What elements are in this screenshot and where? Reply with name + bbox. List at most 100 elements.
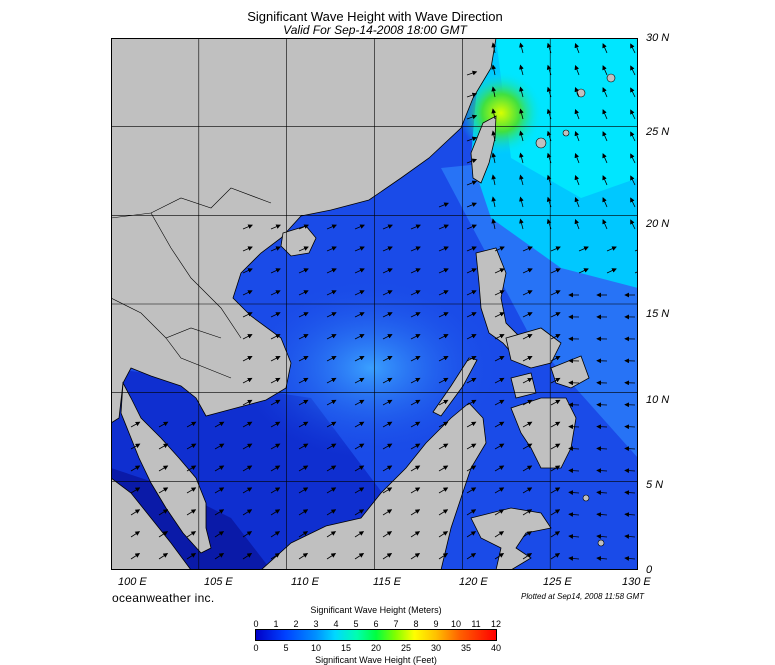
wave-direction-arrow xyxy=(466,443,477,450)
wave-direction-arrow xyxy=(214,553,225,560)
wave-direction-arrow xyxy=(466,114,478,120)
lat-label-0: 0 xyxy=(646,564,653,576)
wave-direction-arrow xyxy=(519,86,524,98)
wave-direction-arrow xyxy=(438,399,449,406)
wave-direction-arrow xyxy=(158,509,169,516)
wave-direction-arrow xyxy=(438,334,449,340)
wave-direction-arrow xyxy=(298,312,309,318)
wave-direction-arrow xyxy=(550,290,561,296)
wave-direction-arrow xyxy=(438,268,449,274)
wave-direction-arrow xyxy=(602,131,608,142)
wave-direction-arrow xyxy=(574,196,580,208)
wave-direction-arrow xyxy=(242,334,253,340)
wave-direction-arrow xyxy=(568,512,580,517)
wave-direction-arrow xyxy=(466,92,478,98)
wave-direction-arrow xyxy=(270,509,281,516)
wave-direction-arrow xyxy=(242,487,253,494)
wave-direction-arrow xyxy=(354,465,365,472)
wave-direction-arrow xyxy=(574,174,580,186)
wave-direction-arrow xyxy=(494,443,505,450)
wave-direction-arrow xyxy=(130,421,141,428)
wave-direction-arrow xyxy=(519,108,524,120)
wave-direction-arrow xyxy=(270,268,281,274)
wave-direction-arrow xyxy=(382,334,393,340)
wave-direction-arrow xyxy=(410,443,421,450)
wave-direction-arrow xyxy=(630,197,636,208)
wave-direction-arrow xyxy=(298,377,309,384)
wave-direction-arrow xyxy=(466,509,477,516)
lon-label-120e: 120 E xyxy=(459,576,488,588)
feet-tick-label: 35 xyxy=(460,643,472,653)
wave-direction-arrow xyxy=(522,334,533,340)
wave-direction-arrow xyxy=(326,334,337,340)
wave-direction-arrow xyxy=(158,465,169,472)
wave-direction-arrow xyxy=(602,43,608,54)
wave-direction-arrow xyxy=(519,174,524,186)
wave-direction-arrow xyxy=(630,153,636,164)
wave-direction-arrow xyxy=(326,487,337,494)
land-islet xyxy=(597,539,605,547)
wave-direction-arrow xyxy=(438,224,449,230)
plotted-timestamp: Plotted at Sep14, 2008 11:58 GMT xyxy=(521,592,645,601)
wave-direction-arrow xyxy=(326,553,337,560)
wave-direction-arrow xyxy=(410,465,421,472)
wave-direction-arrow xyxy=(242,356,253,362)
wave-direction-arrow xyxy=(438,246,449,252)
wave-direction-arrow xyxy=(568,556,580,561)
wave-direction-arrow xyxy=(354,399,365,406)
wave-direction-arrow xyxy=(298,531,309,538)
wave-direction-arrow xyxy=(624,512,636,517)
scale-title-feet: Significant Wave Height (Feet) xyxy=(315,655,437,665)
land-borneo xyxy=(260,402,487,570)
wave-direction-arrow xyxy=(130,553,141,560)
meter-tick-label: 3 xyxy=(313,619,319,629)
wave-direction-arrow xyxy=(130,443,141,450)
wave-direction-arrow xyxy=(494,399,505,406)
wave-direction-arrow xyxy=(550,421,561,428)
wave-direction-arrow xyxy=(326,531,337,538)
wave-direction-arrow xyxy=(494,356,505,362)
wave-direction-arrow xyxy=(242,509,253,516)
wave-direction-arrow xyxy=(354,290,365,296)
wave-direction-arrow xyxy=(270,487,281,494)
meter-tick-label: 0 xyxy=(253,619,259,629)
wave-direction-arrow xyxy=(624,556,636,561)
wave-direction-arrow xyxy=(298,290,309,296)
wave-direction-arrow xyxy=(550,356,561,362)
feet-tick-label: 5 xyxy=(283,643,289,653)
wave-direction-arrow xyxy=(596,490,608,495)
wave-direction-arrow xyxy=(522,268,533,274)
lon-label-125e: 125 E xyxy=(543,576,572,588)
wave-direction-arrow xyxy=(550,377,561,384)
wave-direction-arrow xyxy=(466,356,477,362)
wave-direction-arrow xyxy=(410,246,421,252)
wave-direction-arrow xyxy=(186,553,197,560)
wave-direction-arrow xyxy=(438,487,449,494)
wave-direction-arrow xyxy=(546,86,552,98)
wave-direction-arrow xyxy=(382,224,393,230)
wave-direction-arrow xyxy=(596,534,608,539)
wave-direction-arrow xyxy=(624,468,636,474)
wave-direction-arrow xyxy=(574,218,580,230)
wave-direction-arrow xyxy=(606,268,617,274)
wave-direction-arrow xyxy=(630,175,636,186)
wave-direction-arrow xyxy=(382,377,393,384)
wave-direction-arrow xyxy=(354,312,365,318)
wave-direction-arrow xyxy=(326,399,337,406)
wave-direction-arrow xyxy=(491,108,497,120)
wave-direction-arrow xyxy=(270,421,281,428)
wave-direction-arrow xyxy=(354,509,365,516)
wave-direction-arrow xyxy=(568,446,580,452)
wave-direction-arrow xyxy=(298,443,309,450)
wave-direction-arrow xyxy=(354,246,365,252)
wave-direction-arrow xyxy=(574,42,580,54)
land-islet xyxy=(582,494,590,502)
wave-direction-arrow xyxy=(606,246,617,252)
feet-tick-label: 40 xyxy=(490,643,502,653)
wave-direction-arrow xyxy=(354,377,365,384)
wave-direction-arrow xyxy=(466,224,477,230)
wave-direction-arrow xyxy=(410,290,421,296)
wave-direction-arrow xyxy=(494,509,505,516)
lat-label-10n: 10 N xyxy=(646,394,670,406)
wave-direction-arrow xyxy=(214,487,225,494)
